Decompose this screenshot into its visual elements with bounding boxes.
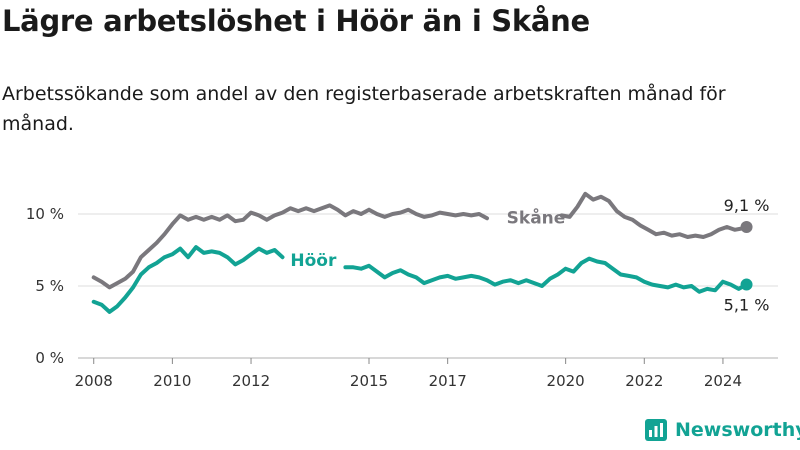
- x-tick-label: 2015: [350, 372, 388, 390]
- x-tick-label: 2012: [232, 372, 270, 390]
- brand-name: Newsworthy: [675, 419, 800, 441]
- series-label-hoor: Höör: [290, 251, 337, 271]
- chart-title: Lägre arbetslöshet i Höör än i Skåne: [2, 4, 590, 38]
- x-tick-label: 2024: [704, 372, 742, 390]
- x-tick-label: 2022: [625, 372, 663, 390]
- brand-logo: Newsworthy: [645, 419, 800, 441]
- series-line-skne: [91, 191, 749, 290]
- series-label-skane: Skåne: [507, 207, 566, 229]
- x-tick-label: 2017: [429, 372, 467, 390]
- end-value-label: 5,1 %: [724, 296, 770, 315]
- end-marker: [740, 278, 753, 291]
- chart-subtitle: Arbetssökande som andel av den registerb…: [2, 83, 726, 135]
- end-marker: [740, 220, 753, 233]
- x-tick-label: 2010: [153, 372, 191, 390]
- series-line-hr: [91, 245, 749, 314]
- y-tick-label: 10 %: [26, 205, 64, 223]
- x-tick-label: 2008: [75, 372, 113, 390]
- newsworthy-logo-icon: [645, 419, 667, 441]
- end-value-label: 9,1 %: [724, 196, 770, 215]
- y-tick-label: 0 %: [35, 349, 64, 367]
- y-tick-label: 5 %: [35, 277, 64, 295]
- x-tick-label: 2020: [547, 372, 585, 390]
